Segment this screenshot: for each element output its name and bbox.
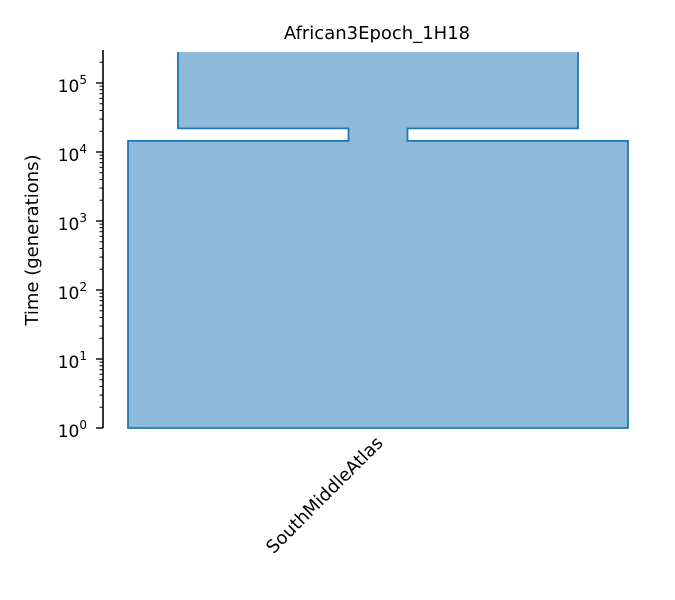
y-tick-base: 10 <box>58 146 80 166</box>
y-tick-exponent: 3 <box>79 211 87 225</box>
y-tick-base: 10 <box>58 77 80 97</box>
y-tick-exponent: 5 <box>79 73 87 87</box>
y-axis-label: Time (generations) <box>22 154 43 326</box>
y-tick-base: 10 <box>58 284 80 304</box>
y-minor-ticks <box>99 61 103 408</box>
x-tick-label: SouthMiddleAtlas <box>262 433 387 558</box>
x-axis: SouthMiddleAtlas <box>262 433 387 558</box>
y-tick-exponent: 0 <box>79 418 87 432</box>
y-tick-base: 10 <box>58 353 80 373</box>
deme-shape-southmiddleatlas <box>127 52 629 429</box>
y-tick-label: 104 <box>58 142 87 166</box>
y-tick-exponent: 4 <box>79 142 87 156</box>
y-tick-label: 102 <box>58 280 87 304</box>
y-tick-label: 105 <box>58 73 87 97</box>
y-tick-label: 103 <box>58 211 87 235</box>
y-tick-exponent: 2 <box>79 280 87 294</box>
y-tick-label: 100 <box>58 418 87 442</box>
y-tick-exponent: 1 <box>79 349 87 363</box>
chart-title: African3Epoch_1H18 <box>284 23 470 44</box>
y-tick-base: 10 <box>58 422 80 442</box>
y-tick-base: 10 <box>58 215 80 235</box>
y-tick-label: 101 <box>58 349 87 373</box>
